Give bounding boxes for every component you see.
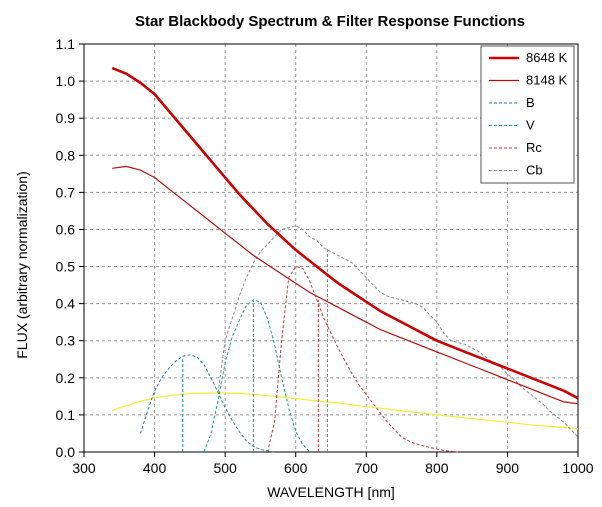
y-tick-label: 0.2 [56,370,76,386]
x-tick-label: 400 [143,460,167,476]
x-tick-label: 800 [425,460,449,476]
y-axis-label: FLUX (arbitrary normalization) [14,171,30,359]
chart-title: Star Blackbody Spectrum & Filter Respons… [135,13,525,30]
y-tick-label: 1.1 [56,36,76,52]
plot-area-frame [83,43,579,453]
x-tick-label: 300 [72,460,96,476]
legend: 8648 K 8148 K BV Rc Cb [480,45,575,184]
y-tick-label: 0.0 [56,444,76,460]
x-tick-label: 900 [496,460,520,476]
x-tick-label: 600 [284,460,308,476]
series-line-cb [217,225,579,438]
y-tick-label: 0.9 [56,110,76,126]
axis-ticks: 300 400 500 600 700 800 900 1000 0.0 0.1 0.2 0.3 0.4… [56,36,594,476]
y-tick-label: 0.7 [56,184,76,200]
legend-label: Cb [526,163,543,178]
y-tick-label: 0.8 [56,147,76,163]
series-line-8148-k [112,165,579,405]
y-tick-label: 0.6 [56,221,76,237]
y-tick-label: 0.5 [56,259,76,275]
series-line-b [140,354,275,453]
series-line-rc [267,266,459,453]
x-tick-label: 700 [355,460,379,476]
y-tick-label: 0.1 [56,407,76,423]
y-tick-label: 1.0 [56,73,76,89]
y-tick-label: 0.4 [56,296,76,312]
y-tick-label: 0.3 [56,333,76,349]
legend-label: 8648 K [526,50,568,65]
x-axis-label: WAVELENGTH [nm] [267,484,395,500]
series-group [111,66,579,453]
legend-label: Rc [526,140,542,155]
legend-label: 8148 K [526,73,568,88]
x-tick-label: 1000 [562,460,593,476]
series-line-v [203,299,311,453]
legend-box [480,45,575,184]
legend-label: B [526,95,535,110]
x-tick-label: 500 [213,460,237,476]
series-line-8648-k [111,66,579,400]
legend-label: V [526,118,535,133]
series-line-unlabeled [112,392,579,430]
